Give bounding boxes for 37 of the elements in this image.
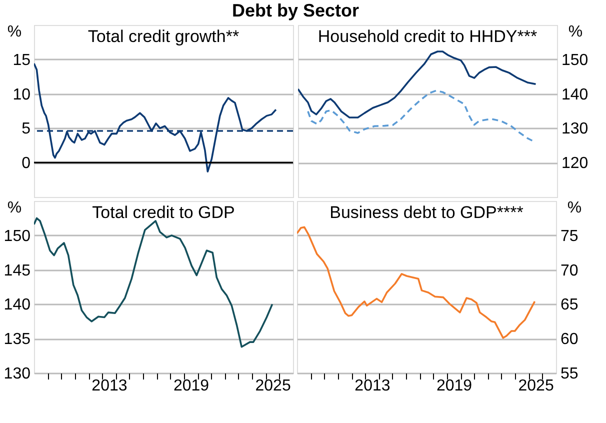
y-tick-label: 60 [560,331,578,348]
chart-title: Total credit growth** [88,27,240,46]
line-series [297,226,536,339]
y-axis-title: % [7,200,22,216]
y-tick-label: 140 [562,86,588,104]
chart-title: Household credit to HHDY*** [318,27,538,46]
line-series [307,90,535,143]
y-tick-label: 15 [12,52,31,69]
chart-title: Total credit to GDP [92,203,235,222]
y-tick-label: 55 [560,366,578,382]
y-tick-label: 10 [12,86,31,104]
x-tick-label: 2025 [255,378,291,394]
y-tick-label: 65 [560,296,578,314]
line-series [298,50,537,118]
y-tick-label: 0 [22,155,31,172]
y-tick-label: 120 [562,155,588,172]
x-tick-label: 2019 [436,378,472,394]
y-tick-label: 135 [4,331,31,348]
y-tick-label: 5 [22,120,31,138]
y-tick-label: 140 [4,296,31,314]
x-tick-label: 2013 [354,378,390,394]
x-tick-label: 2025 [518,378,554,394]
y-tick-label: 70 [560,262,578,280]
y-tick-label: 145 [4,262,31,280]
chart-title: Business debt to GDP**** [330,203,524,222]
y-axis-title: % [568,24,583,40]
y-tick-label: 150 [4,228,31,245]
y-tick-label: 130 [4,366,31,382]
x-tick-label: 2019 [173,378,210,394]
y-axis-title: % [567,200,582,216]
y-tick-label: 75 [560,228,578,245]
x-tick-label: 2013 [92,378,128,394]
y-tick-label: 150 [562,52,588,69]
line-series [34,217,274,348]
text: Debt by Sector [232,0,360,20]
y-axis-title: % [7,24,22,40]
y-tick-label: 130 [562,120,588,138]
